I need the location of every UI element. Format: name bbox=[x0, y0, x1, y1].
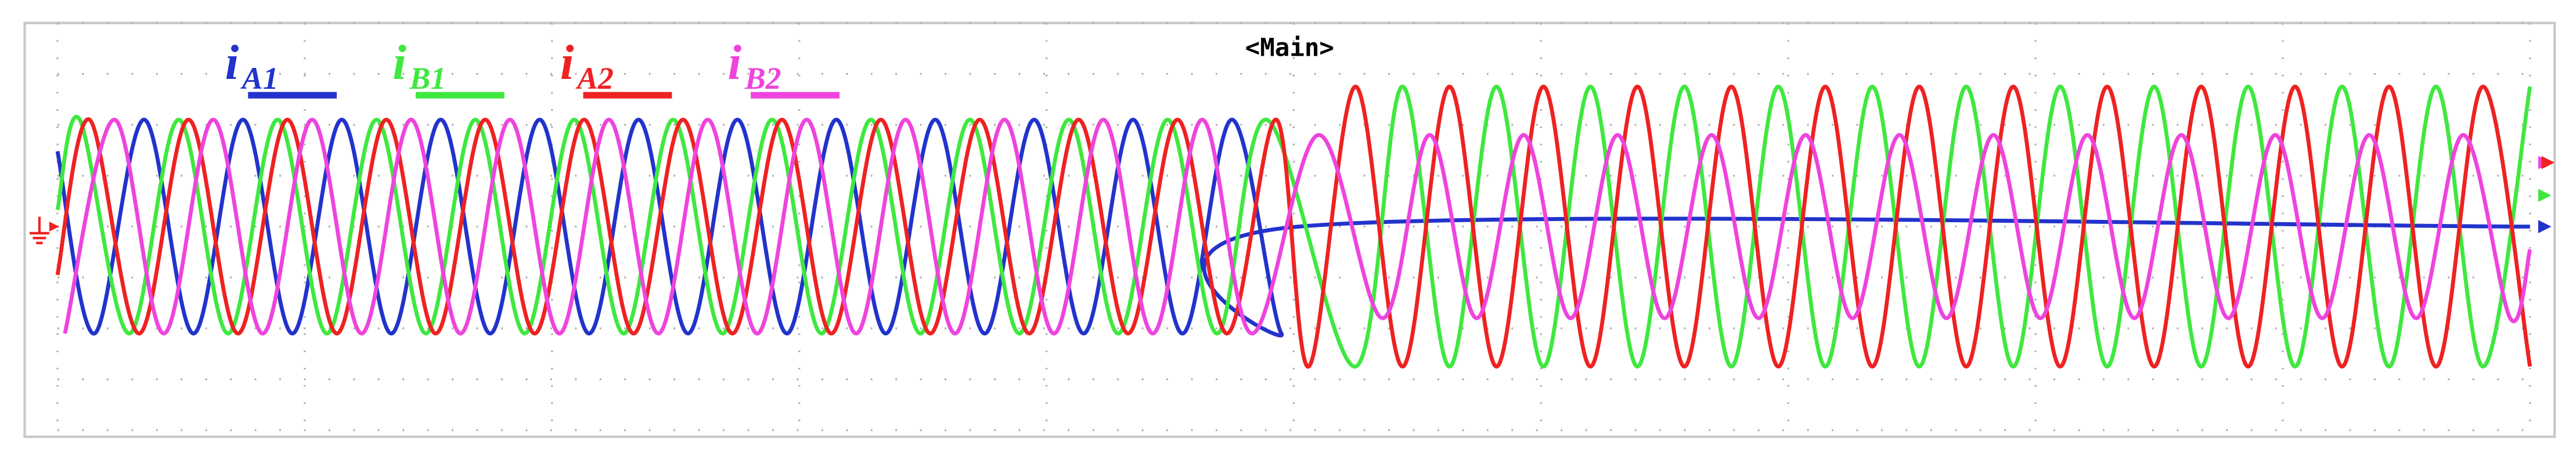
legend-label: i B1 bbox=[392, 35, 446, 96]
trace bbox=[55, 84, 2532, 369]
trace bbox=[63, 117, 2532, 336]
trace bbox=[55, 84, 2532, 369]
level-markers bbox=[2538, 156, 2555, 233]
ground-marker bbox=[29, 216, 59, 244]
legend: i A1 i B1 i A2 i B2 bbox=[225, 35, 840, 99]
legend-label: i A2 bbox=[560, 35, 614, 96]
legend-label: i B2 bbox=[728, 35, 781, 96]
chart-title: <Main> bbox=[1245, 34, 1334, 62]
legend-label: i A1 bbox=[225, 35, 279, 96]
trace bbox=[55, 117, 2530, 338]
traces bbox=[55, 84, 2532, 369]
